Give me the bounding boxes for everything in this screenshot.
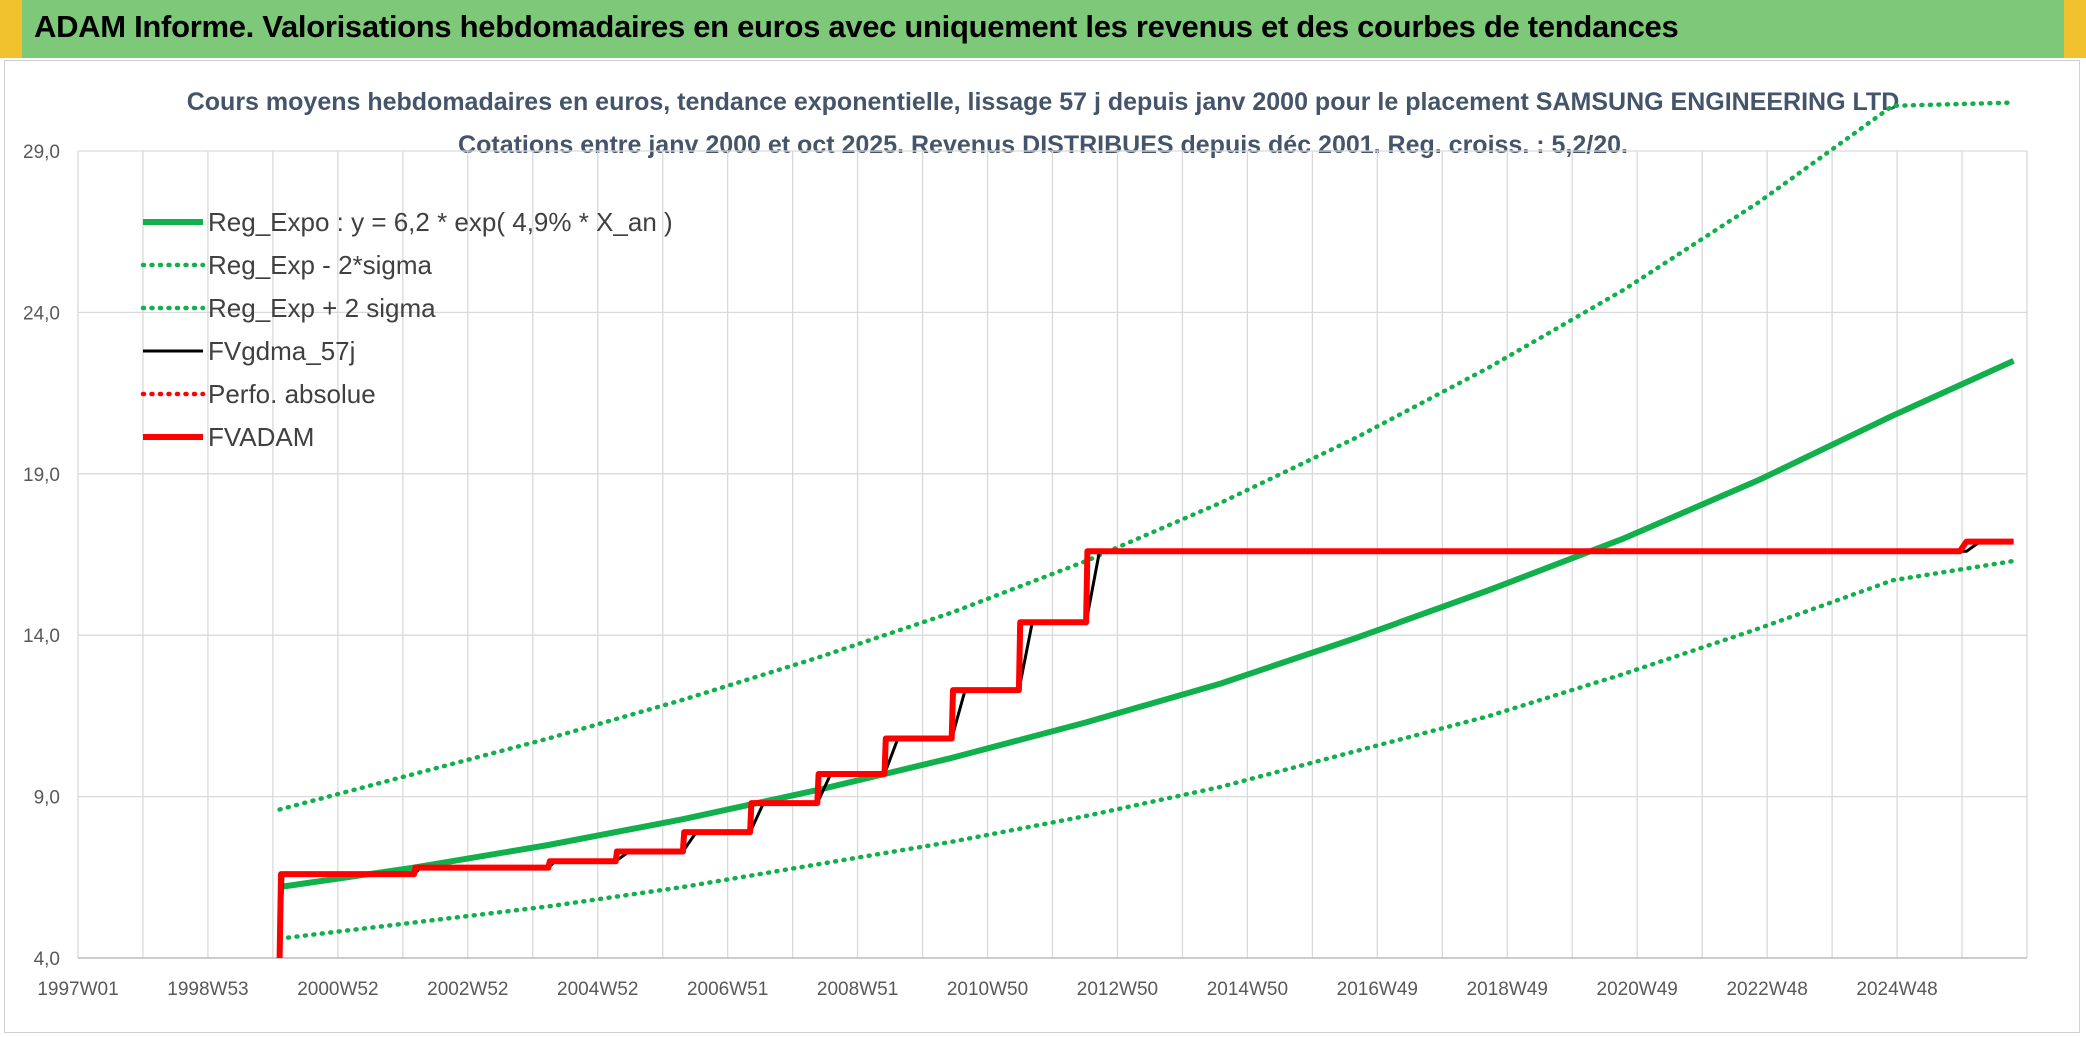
chart-legend: Reg_Expo : y = 6,2 * exp( 4,9% * X_an ) R… <box>140 207 673 452</box>
chart-axes: 4,0 9,0 14,0 19,0 24,0 29,0 1997W01 1998W53 2000… <box>23 142 2027 1000</box>
chart-frame <box>4 60 2080 1033</box>
series-line-5 <box>276 538 2014 959</box>
legend-label: Reg_Exp - 2*sigma <box>208 250 433 280</box>
x-tick-label: 2014W50 <box>1207 979 1288 1000</box>
y-tick-label: 19,0 <box>23 465 60 486</box>
series-line-3 <box>278 540 2014 959</box>
x-tick-label: 2010W50 <box>947 979 1028 1000</box>
x-tick-label: 2000W52 <box>297 979 378 1000</box>
legend-label: FVgdma_57j <box>208 336 355 366</box>
x-tick-label: 1998W53 <box>167 979 248 1000</box>
y-tick-label: 9,0 <box>34 788 60 809</box>
y-tick-label: 4,0 <box>34 949 60 970</box>
x-tick-label: 2002W52 <box>427 979 508 1000</box>
x-tick-label: 2022W48 <box>1726 979 1807 1000</box>
x-tick-label: 1997W01 <box>37 979 118 1000</box>
legend-label: Reg_Expo : y = 6,2 * exp( 4,9% * X_an ) <box>208 207 673 237</box>
x-tick-label: 2024W48 <box>1856 979 1937 1000</box>
x-tick-label: 2004W52 <box>557 979 638 1000</box>
series-line-2 <box>277 100 2016 812</box>
series-line-0 <box>279 358 2015 890</box>
legend-label: Perfo. absolue <box>208 379 376 409</box>
legend-label: Reg_Exp + 2 sigma <box>208 293 436 323</box>
page-title: ADAM Informe. Valorisations hebdomadaire… <box>34 9 1679 44</box>
chart-grid <box>77 150 2028 959</box>
x-tick-label: 2008W51 <box>817 979 898 1000</box>
header-banner: ADAM Informe. Valorisations hebdomadaire… <box>0 0 2086 58</box>
x-tick-label: 2006W51 <box>687 979 768 1000</box>
y-tick-label: 14,0 <box>23 626 60 647</box>
y-tick-label: 29,0 <box>23 142 60 163</box>
chart-subtitle: Cotations entre janv 2000 et oct 2025. R… <box>458 131 1628 159</box>
x-tick-label: 2016W49 <box>1337 979 1418 1000</box>
series-line-1 <box>277 558 2016 941</box>
header-banner-fill <box>22 0 2064 58</box>
x-tick-label: 2020W49 <box>1597 979 1678 1000</box>
chart-series <box>276 100 2016 959</box>
y-tick-label: 24,0 <box>23 303 60 324</box>
legend-label: FVADAM <box>208 422 314 452</box>
x-tick-label: 2018W49 <box>1467 979 1548 1000</box>
chart-title: Cours moyens hebdomadaires en euros, ten… <box>186 88 1900 116</box>
x-tick-label: 2012W50 <box>1077 979 1158 1000</box>
